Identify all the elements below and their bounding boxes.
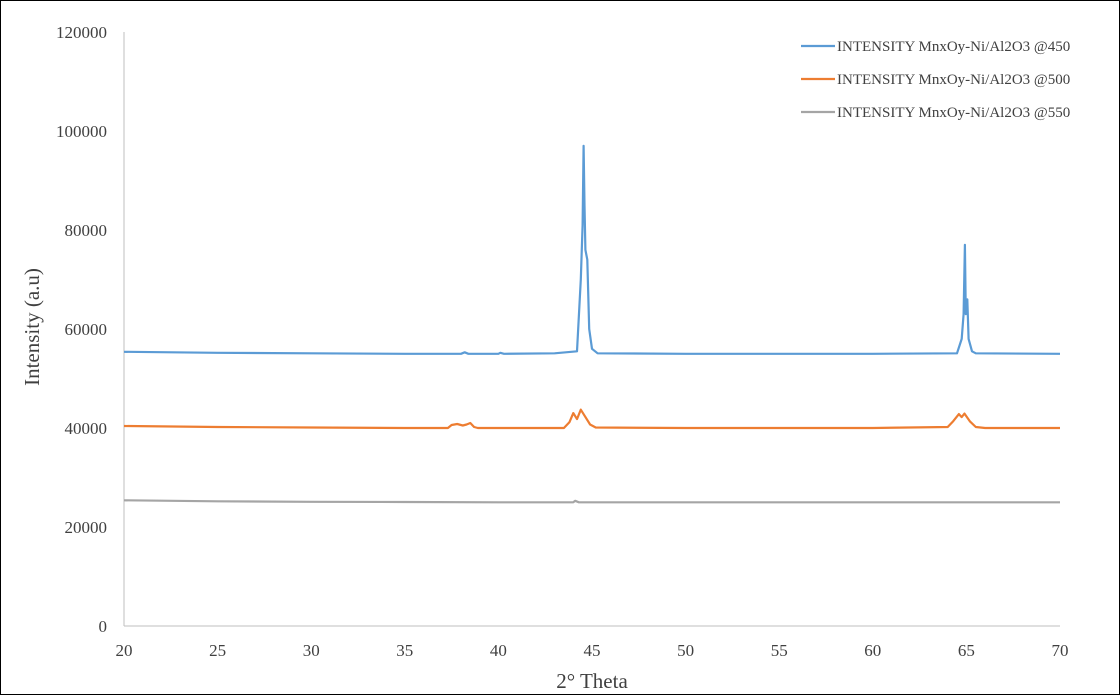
legend: INTENSITY MnxOy-Ni/Al2O3 @450 INTENSITY M… [801,39,1070,121]
y-tick-label: 0 [99,617,108,636]
y-tick-label: 60000 [65,320,108,339]
y-axis-title: Intensity (a.u) [20,268,44,386]
x-axis-title: 2° Theta [556,669,628,693]
legend-label-1: INTENSITY MnxOy-Ni/Al2O3 @450 [837,39,1070,55]
y-tick-label: 40000 [65,419,108,438]
x-tick-label: 40 [490,641,507,660]
series-line-1 [123,144,1061,355]
series-line-3 [123,499,1060,504]
y-tick-labels: 0 20000 40000 60000 80000 100000 120000 [56,23,107,636]
x-tick-label: 70 [1052,641,1069,660]
x-tick-label: 30 [303,641,320,660]
y-tick-label: 80000 [65,221,108,240]
x-tick-label: 65 [958,641,975,660]
x-tick-label: 60 [864,641,881,660]
y-tick-label: 120000 [56,23,107,42]
y-tick-label: 100000 [56,122,107,141]
y-tick-label: 20000 [65,518,108,537]
x-tick-label: 45 [584,641,601,660]
x-tick-label: 25 [209,641,226,660]
series-lines [123,144,1061,504]
x-tick-label: 35 [396,641,413,660]
x-tick-labels: 20 25 30 35 40 45 50 55 60 65 70 [116,641,1069,660]
x-tick-label: 55 [771,641,788,660]
legend-label-2: INTENSITY MnxOy-Ni/Al2O3 @500 [837,72,1070,88]
x-tick-label: 20 [116,641,133,660]
series-line-2 [123,408,1060,430]
x-tick-label: 50 [677,641,694,660]
legend-label-3: INTENSITY MnxOy-Ni/Al2O3 @550 [837,105,1070,121]
